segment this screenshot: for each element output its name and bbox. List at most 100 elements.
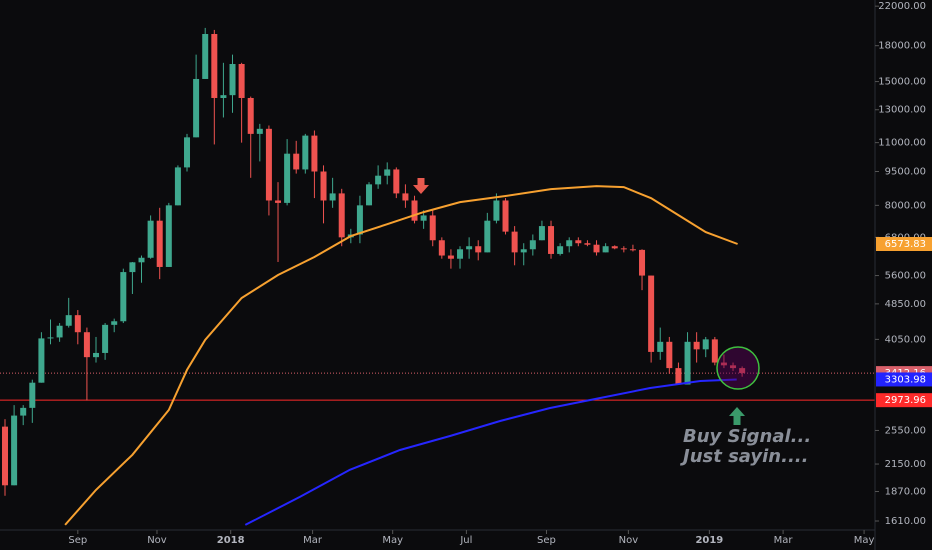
candle-body [493, 200, 500, 221]
x-tick-label: Nov [147, 535, 167, 546]
x-tick-label: Mar [774, 535, 794, 546]
y-tick-label: 1870.00 [885, 487, 926, 498]
price-label-bg [876, 393, 932, 408]
y-tick-label: 1610.00 [885, 516, 926, 527]
candle-body [229, 64, 236, 96]
candle-body [593, 244, 600, 253]
x-tick-label: May [854, 535, 875, 546]
x-tick-label: Jul [459, 535, 472, 546]
y-tick-label: 8000.00 [885, 200, 926, 211]
candle-body [56, 325, 63, 338]
candle-body [657, 341, 664, 352]
candle-body [65, 315, 72, 326]
candle-body [29, 382, 36, 408]
x-tick-label: 2019 [695, 535, 723, 546]
y-tick-label: 9500.00 [885, 167, 926, 178]
candle-body [420, 215, 427, 221]
candle-body [402, 193, 409, 201]
candle-body [275, 200, 282, 203]
y-tick-label: 11000.00 [878, 138, 926, 149]
candle-body [711, 339, 718, 363]
signal-circle [716, 346, 760, 390]
y-tick-label: 2150.00 [885, 459, 926, 470]
up-arrow [729, 407, 745, 425]
y-tick-label: 4050.00 [885, 334, 926, 345]
candle-body [120, 272, 127, 322]
candle-body [329, 193, 336, 201]
y-tick-label: 22000.00 [878, 1, 926, 12]
candle-body [111, 321, 118, 325]
candle-body [702, 339, 709, 350]
x-tick-label: Sep [68, 535, 87, 546]
candle-body [411, 200, 418, 221]
candle-body [502, 200, 509, 232]
candle-body [720, 362, 727, 366]
price-label-bg [876, 236, 932, 251]
moving-average [244, 378, 737, 526]
candle-body [538, 226, 545, 241]
candle-body [284, 153, 291, 203]
candle-body [293, 153, 300, 170]
x-tick-label: Nov [619, 535, 639, 546]
candle-body [47, 337, 54, 339]
candle-body [366, 184, 373, 206]
candle-body [466, 246, 473, 250]
candle-body [184, 137, 191, 168]
candle-body [457, 249, 464, 259]
candle-body [602, 246, 609, 253]
candle-body [156, 220, 163, 267]
y-tick-label: 2550.00 [885, 425, 926, 436]
candle-body [511, 231, 518, 253]
price-label-bg [876, 372, 932, 387]
candle-body [256, 128, 263, 134]
candle-body [648, 275, 655, 352]
candle-body [265, 128, 272, 201]
candle-body [38, 338, 45, 383]
candle-body [666, 341, 673, 369]
candle-body [356, 205, 363, 235]
candle-body [302, 135, 309, 170]
candle-body [2, 426, 9, 486]
candle-body [238, 64, 245, 98]
candle-body [147, 220, 154, 258]
candle-body [384, 169, 391, 176]
candle-body [557, 246, 564, 254]
candle-body [211, 33, 218, 98]
candle-body [620, 248, 627, 250]
annotation: Just sayin.... [680, 446, 808, 467]
candle-body [429, 215, 436, 241]
candle-body [320, 171, 327, 201]
candle-body [102, 324, 109, 353]
candle-body [730, 365, 737, 369]
candle-body [529, 240, 536, 250]
y-tick-label: 15000.00 [878, 77, 926, 88]
candle-body [447, 255, 454, 259]
candle-body [93, 352, 100, 358]
candle-body [74, 315, 81, 333]
candle-body [20, 407, 27, 416]
moving-average [64, 185, 738, 526]
candle-body [338, 193, 345, 238]
y-tick-label: 13000.00 [878, 105, 926, 116]
candle-body [675, 368, 682, 385]
x-tick-label: Sep [537, 535, 556, 546]
candle-body [220, 95, 227, 98]
price-label: 2973.96 [885, 395, 926, 406]
candle-body [393, 169, 400, 194]
annotation: Buy Signal... [683, 426, 811, 447]
y-tick-label: 18000.00 [878, 41, 926, 52]
candle-body [375, 175, 382, 185]
y-tick-label: 4850.00 [885, 299, 926, 310]
down-arrow [413, 178, 429, 194]
candle-body [739, 368, 746, 374]
candle-body [520, 249, 527, 253]
y-tick-label: 5600.00 [885, 271, 926, 282]
candle-body [129, 262, 136, 273]
candle-body [584, 243, 591, 245]
plot-area [0, 27, 875, 526]
candle-body [575, 240, 582, 244]
candle-body [247, 97, 254, 134]
candle-body [11, 415, 18, 486]
